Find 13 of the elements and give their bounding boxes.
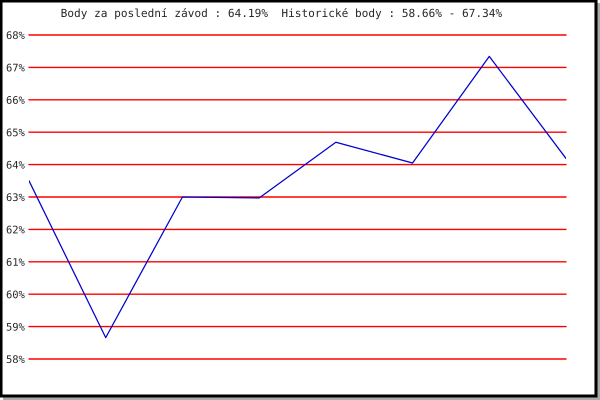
y-tick-label: 62% (6, 226, 25, 234)
y-tick-label: 67% (6, 64, 25, 72)
chart-title: Body za poslední závod : 64.19% Historické body : 58.66% - 67.34% (62, 8, 502, 20)
y-tick-label: 64% (6, 160, 25, 169)
y-tick-label: 66% (6, 96, 25, 104)
y-tick-label: 61% (6, 258, 25, 266)
line-series (29, 56, 566, 338)
y-tick-label: 65% (6, 128, 25, 136)
y-tick-label: 68% (6, 31, 25, 40)
y-tick-label: 58% (6, 355, 25, 364)
y-tick-label: 59% (6, 322, 25, 331)
y-tick-label: 60% (6, 290, 25, 298)
y-tick-label: 63% (6, 193, 25, 202)
